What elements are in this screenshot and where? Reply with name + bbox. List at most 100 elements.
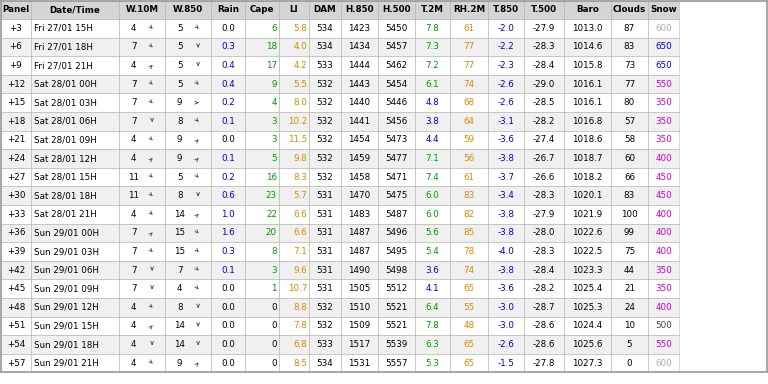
Bar <box>648 242 679 261</box>
Bar <box>31 205 119 223</box>
Bar <box>488 93 524 112</box>
Bar <box>1 205 31 223</box>
Text: 5.8: 5.8 <box>293 24 307 33</box>
Bar <box>378 354 415 372</box>
Bar <box>378 242 415 261</box>
Bar <box>31 298 119 316</box>
Bar <box>1 335 31 354</box>
Bar <box>378 223 415 242</box>
Text: 64: 64 <box>464 117 475 126</box>
Bar <box>450 149 488 168</box>
Bar <box>488 131 524 149</box>
Text: -3.0: -3.0 <box>498 303 515 312</box>
Bar <box>1 56 31 75</box>
Text: 350: 350 <box>655 117 672 126</box>
Text: +3: +3 <box>9 24 22 33</box>
Bar <box>611 112 648 131</box>
Bar <box>165 38 211 56</box>
Text: -28.0: -28.0 <box>533 228 555 237</box>
Text: 534: 534 <box>316 42 333 51</box>
Bar <box>31 280 119 298</box>
Bar <box>341 93 378 112</box>
Text: 532: 532 <box>316 321 333 330</box>
Bar <box>165 93 211 112</box>
Bar <box>415 131 450 149</box>
Text: 4.4: 4.4 <box>425 136 439 144</box>
Bar <box>245 112 279 131</box>
Bar <box>165 298 211 316</box>
Bar <box>1 354 31 372</box>
Bar <box>564 112 611 131</box>
Bar <box>564 93 611 112</box>
Bar <box>611 38 648 56</box>
Bar <box>211 223 245 242</box>
Bar <box>279 168 309 186</box>
Bar <box>378 168 415 186</box>
Bar <box>648 280 679 298</box>
Bar <box>524 280 564 298</box>
Bar <box>648 186 679 205</box>
Bar <box>341 19 378 38</box>
Text: 532: 532 <box>316 136 333 144</box>
Bar <box>611 1 648 19</box>
Text: 10: 10 <box>624 321 635 330</box>
Bar <box>378 280 415 298</box>
Bar <box>524 316 564 335</box>
Bar <box>564 242 611 261</box>
Bar <box>309 19 341 38</box>
Text: -28.2: -28.2 <box>533 117 555 126</box>
Text: -2.2: -2.2 <box>498 42 515 51</box>
Text: 5462: 5462 <box>386 61 408 70</box>
Bar <box>309 298 341 316</box>
Bar <box>1 112 31 131</box>
Bar <box>165 168 211 186</box>
Bar <box>524 19 564 38</box>
Bar <box>415 242 450 261</box>
Text: 534: 534 <box>316 359 333 367</box>
Text: 1470: 1470 <box>349 191 371 200</box>
Text: +15: +15 <box>7 98 25 107</box>
Bar <box>524 1 564 19</box>
Text: Clouds: Clouds <box>613 5 646 15</box>
Text: 350: 350 <box>655 284 672 293</box>
Text: 44: 44 <box>624 266 635 275</box>
Bar <box>165 354 211 372</box>
Bar <box>341 112 378 131</box>
Bar <box>378 75 415 93</box>
Bar <box>211 242 245 261</box>
Bar <box>450 186 488 205</box>
Bar <box>245 186 279 205</box>
Text: 0.0: 0.0 <box>221 24 235 33</box>
Bar <box>341 335 378 354</box>
Bar <box>279 19 309 38</box>
Text: -3.7: -3.7 <box>498 172 515 182</box>
Bar <box>648 316 679 335</box>
Text: 11: 11 <box>128 172 139 182</box>
Bar <box>564 354 611 372</box>
Text: Sun 29/01 03H: Sun 29/01 03H <box>34 247 99 256</box>
Text: -28.3: -28.3 <box>533 191 555 200</box>
Bar <box>488 354 524 372</box>
Text: 5557: 5557 <box>386 359 408 367</box>
Text: 4: 4 <box>131 303 137 312</box>
Bar <box>378 205 415 223</box>
Bar <box>564 56 611 75</box>
Bar <box>31 131 119 149</box>
Bar <box>245 75 279 93</box>
Text: -29.0: -29.0 <box>533 79 555 89</box>
Bar <box>119 112 165 131</box>
Bar <box>450 335 488 354</box>
Text: 5446: 5446 <box>386 98 408 107</box>
Text: -3.4: -3.4 <box>498 191 515 200</box>
Bar <box>279 280 309 298</box>
Bar <box>309 280 341 298</box>
Bar <box>611 131 648 149</box>
Text: 532: 532 <box>316 154 333 163</box>
Bar <box>648 298 679 316</box>
Text: 1440: 1440 <box>349 98 371 107</box>
Text: -2.6: -2.6 <box>498 340 515 349</box>
Bar <box>450 131 488 149</box>
Text: 9: 9 <box>177 136 183 144</box>
Text: 0.4: 0.4 <box>221 79 235 89</box>
Bar <box>415 280 450 298</box>
